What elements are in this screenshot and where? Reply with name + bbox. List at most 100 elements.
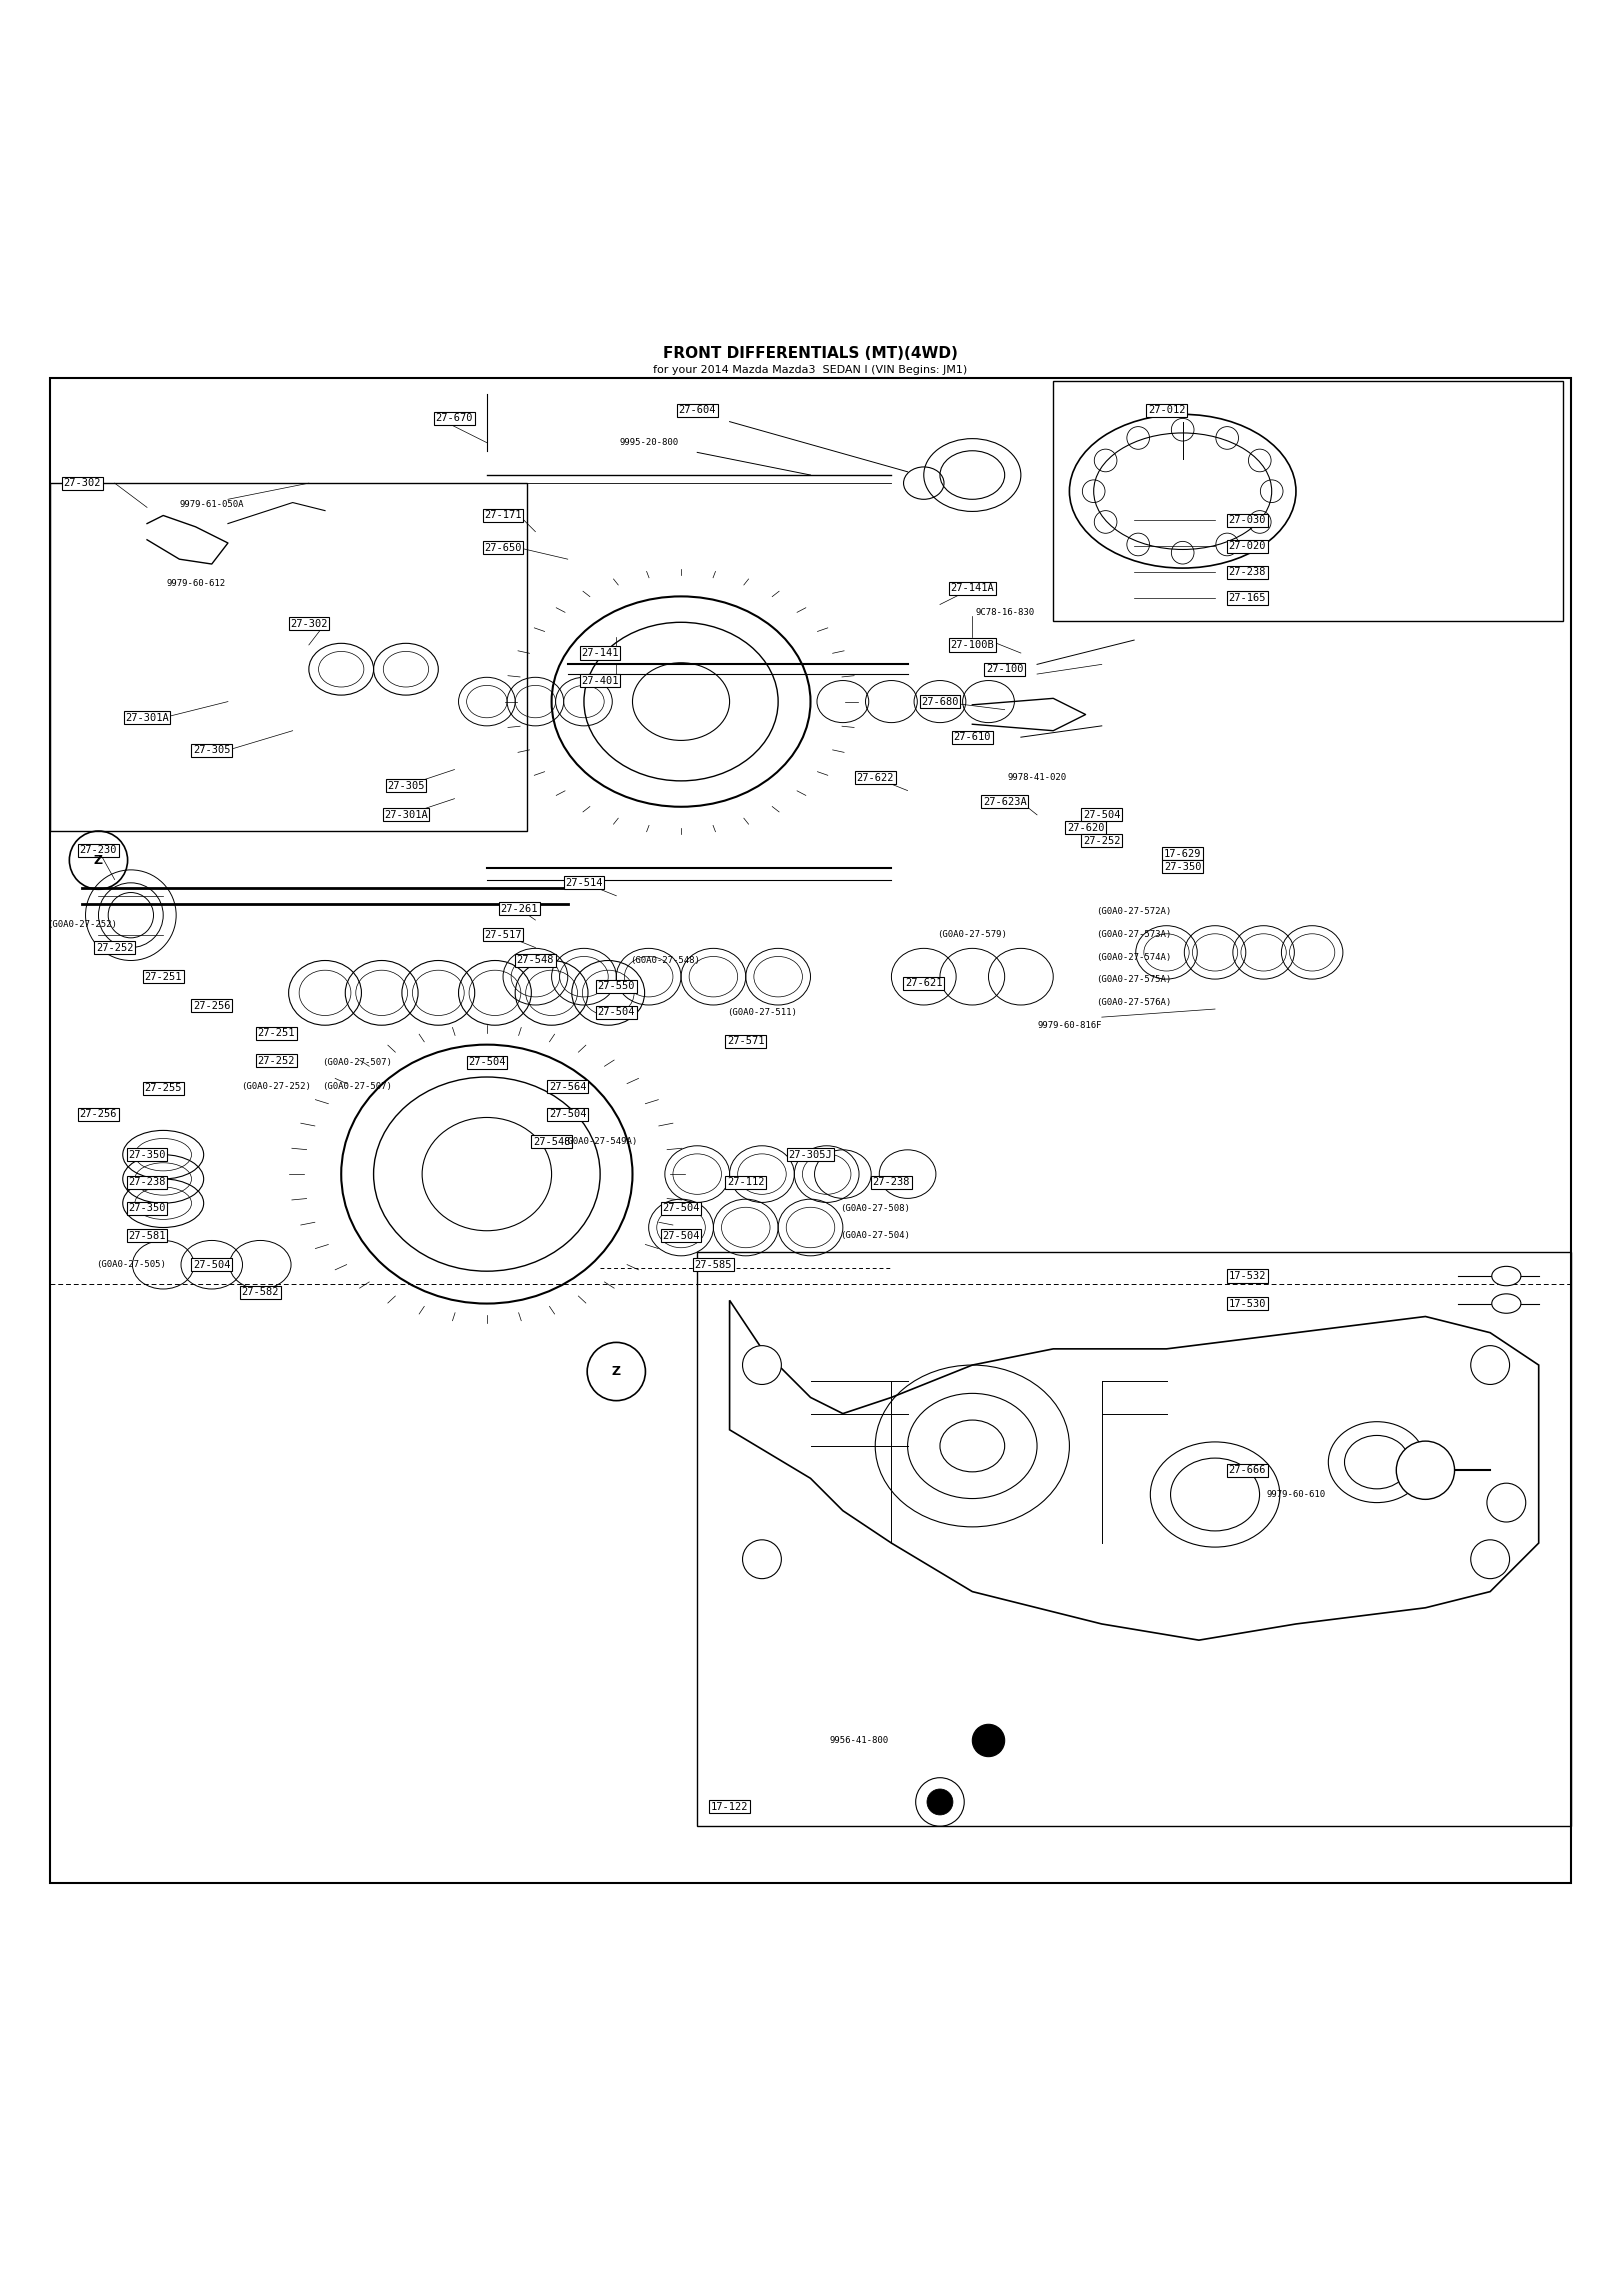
Text: 27-305: 27-305: [193, 745, 230, 756]
Text: 27-550: 27-550: [598, 981, 635, 990]
Text: 9979-60-610: 9979-60-610: [1266, 1489, 1326, 1498]
Text: 27-230: 27-230: [79, 845, 117, 856]
Ellipse shape: [1491, 1293, 1520, 1314]
Circle shape: [742, 1539, 781, 1578]
Text: 27-666: 27-666: [1229, 1464, 1266, 1475]
Text: 27-112: 27-112: [728, 1177, 765, 1186]
Text: 27-504: 27-504: [468, 1057, 506, 1068]
Text: 27-585: 27-585: [695, 1259, 733, 1271]
Text: (G0A0-27-507): (G0A0-27-507): [323, 1082, 392, 1091]
Text: 27-030: 27-030: [1229, 515, 1266, 526]
Text: 27-548: 27-548: [517, 956, 554, 965]
Circle shape: [973, 1724, 1005, 1756]
Text: 17-629: 17-629: [1164, 849, 1201, 858]
Circle shape: [1486, 1482, 1525, 1521]
Text: (G0A0-27-505): (G0A0-27-505): [96, 1259, 165, 1268]
Text: 27-517: 27-517: [485, 929, 522, 940]
Text: 17-532: 17-532: [1229, 1271, 1266, 1282]
Text: 27-514: 27-514: [566, 879, 603, 888]
Text: 27-305: 27-305: [387, 781, 425, 790]
Text: 27-238: 27-238: [128, 1177, 165, 1186]
Text: 27-504: 27-504: [663, 1202, 700, 1214]
Text: 27-141A: 27-141A: [950, 583, 994, 594]
Text: 27-252: 27-252: [96, 943, 133, 952]
Text: (G0A0-27-507): (G0A0-27-507): [323, 1059, 392, 1068]
Text: 27-650: 27-650: [485, 542, 522, 553]
Text: 9979-61-050A: 9979-61-050A: [180, 499, 245, 508]
Text: for your 2014 Mazda Mazda3  SEDAN I (VIN Begins: JM1): for your 2014 Mazda Mazda3 SEDAN I (VIN …: [653, 364, 968, 376]
Polygon shape: [729, 1300, 1538, 1639]
Text: 17-122: 17-122: [712, 1801, 749, 1812]
Circle shape: [927, 1790, 953, 1815]
Text: 27-548: 27-548: [533, 1136, 571, 1148]
Text: 27-251: 27-251: [144, 972, 182, 981]
Text: 27-251: 27-251: [258, 1029, 295, 1038]
Text: 27-581: 27-581: [128, 1230, 165, 1241]
Text: 27-261: 27-261: [501, 904, 538, 913]
Text: 27-171: 27-171: [485, 510, 522, 521]
Text: 27-504: 27-504: [663, 1230, 700, 1241]
Text: 27-604: 27-604: [679, 405, 716, 414]
Text: 27-350: 27-350: [128, 1150, 165, 1159]
Text: 27-302: 27-302: [290, 619, 327, 628]
Text: 27-350: 27-350: [1164, 861, 1201, 872]
Circle shape: [1470, 1346, 1509, 1384]
Text: 27-622: 27-622: [856, 772, 893, 783]
Text: (G0A0-27-574A): (G0A0-27-574A): [1096, 952, 1172, 961]
Text: 27-100: 27-100: [986, 665, 1023, 674]
Text: (G0A0-27-579): (G0A0-27-579): [937, 929, 1007, 938]
Ellipse shape: [1491, 1266, 1520, 1287]
Text: (G0A0-27-573A): (G0A0-27-573A): [1096, 929, 1172, 938]
Text: 27-623A: 27-623A: [982, 797, 1026, 806]
Text: 27-252: 27-252: [258, 1057, 295, 1066]
Text: 27-350: 27-350: [128, 1202, 165, 1214]
Text: (G0A0-27-576A): (G0A0-27-576A): [1096, 997, 1172, 1006]
Text: (G0A0-27-575A): (G0A0-27-575A): [1096, 975, 1172, 984]
Text: 27-670: 27-670: [436, 414, 473, 424]
Circle shape: [742, 1346, 781, 1384]
Text: 17-530: 17-530: [1229, 1298, 1266, 1309]
Text: 9979-60-612: 9979-60-612: [165, 578, 225, 587]
Text: 27-301A: 27-301A: [125, 713, 169, 722]
Text: 27-238: 27-238: [1229, 567, 1266, 576]
Text: 27-256: 27-256: [193, 1002, 230, 1011]
Text: 27-504: 27-504: [550, 1109, 587, 1120]
Text: 27-504: 27-504: [1083, 811, 1120, 820]
Text: Z: Z: [94, 854, 104, 868]
Circle shape: [1470, 1539, 1509, 1578]
Text: 27-238: 27-238: [872, 1177, 909, 1186]
Text: 27-020: 27-020: [1229, 542, 1266, 551]
Text: 27-504: 27-504: [598, 1006, 635, 1018]
Text: 27-401: 27-401: [582, 676, 619, 685]
Text: 27-621: 27-621: [905, 979, 942, 988]
Text: 27-610: 27-610: [953, 733, 990, 742]
Text: (G0A0-27-511): (G0A0-27-511): [726, 1009, 798, 1018]
Text: 9979-60-816F: 9979-60-816F: [1037, 1020, 1102, 1029]
Text: 9978-41-020: 9978-41-020: [1008, 774, 1067, 781]
Text: (G0A0-27-548): (G0A0-27-548): [631, 956, 700, 965]
Text: (G0A0-27-508): (G0A0-27-508): [840, 1205, 909, 1214]
Text: (G0A0-27-572A): (G0A0-27-572A): [1096, 909, 1172, 915]
Text: 9C78-16-830: 9C78-16-830: [976, 608, 1034, 617]
Text: 27-564: 27-564: [550, 1082, 587, 1091]
Text: 27-504: 27-504: [193, 1259, 230, 1271]
Text: 27-582: 27-582: [242, 1287, 279, 1298]
Text: 27-302: 27-302: [63, 478, 101, 487]
Text: 27-012: 27-012: [1148, 405, 1185, 414]
Text: Z: Z: [611, 1364, 621, 1378]
Text: (G0A0-27-549A): (G0A0-27-549A): [562, 1136, 637, 1145]
Text: 27-305J: 27-305J: [789, 1150, 832, 1159]
Text: 27-100B: 27-100B: [950, 640, 994, 649]
Text: 9956-41-800: 9956-41-800: [830, 1735, 888, 1744]
Text: 9995-20-800: 9995-20-800: [619, 437, 678, 446]
Text: 27-680: 27-680: [921, 697, 958, 706]
Text: 27-301A: 27-301A: [384, 811, 428, 820]
Text: 27-620: 27-620: [1067, 822, 1104, 833]
Text: (G0A0-27-504): (G0A0-27-504): [840, 1232, 909, 1241]
Circle shape: [1396, 1441, 1454, 1498]
Text: FRONT DIFFERENTIALS (MT)(4WD): FRONT DIFFERENTIALS (MT)(4WD): [663, 346, 958, 362]
Text: 27-256: 27-256: [79, 1109, 117, 1120]
Text: (G0A0-27-252): (G0A0-27-252): [47, 920, 117, 929]
Text: 27-141: 27-141: [582, 649, 619, 658]
Text: 27-165: 27-165: [1229, 592, 1266, 603]
